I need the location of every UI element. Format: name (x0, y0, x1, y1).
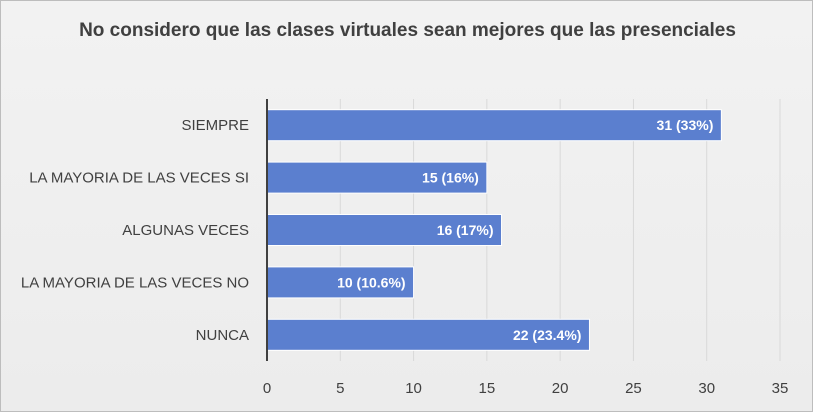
bar-data-label: 31 (33%) (657, 117, 714, 133)
category-label: SIEMPRE (181, 117, 249, 134)
bar-data-label: 10 (10.6%) (337, 274, 405, 290)
bars (266, 109, 722, 351)
bar-data-label: 16 (17%) (437, 222, 494, 238)
category-label: LA MAYORIA DE LAS VECES NO (21, 274, 249, 291)
category-label: ALGUNAS VECES (122, 222, 249, 239)
x-tick-label: 15 (479, 380, 496, 397)
bar-2 (266, 161, 488, 194)
x-tick-label: 30 (698, 380, 715, 397)
bar-data-label: 22 (23.4%) (513, 327, 581, 343)
x-tick-label: 0 (263, 380, 271, 397)
x-tick-label: 5 (336, 380, 344, 397)
x-tick-label: 35 (772, 380, 789, 397)
x-tick-label: 10 (405, 380, 422, 397)
category-label: NUNCA (196, 327, 249, 344)
labels: 0 5 10 15 20 25 30 35 31 (33%) SIEMPRE 15 (16%) LA … (21, 117, 788, 397)
bar-1 (266, 109, 722, 142)
bar-3 (266, 214, 503, 246)
category-label: LA MAYORIA DE LAS VECES SI (29, 170, 249, 187)
x-tick-label: 25 (625, 380, 642, 397)
x-tick-label: 20 (552, 380, 569, 397)
chart-title: No considero que las clases virtuales se… (79, 20, 736, 41)
bar-4 (266, 266, 415, 299)
bar-data-label: 15 (16%) (422, 170, 479, 186)
